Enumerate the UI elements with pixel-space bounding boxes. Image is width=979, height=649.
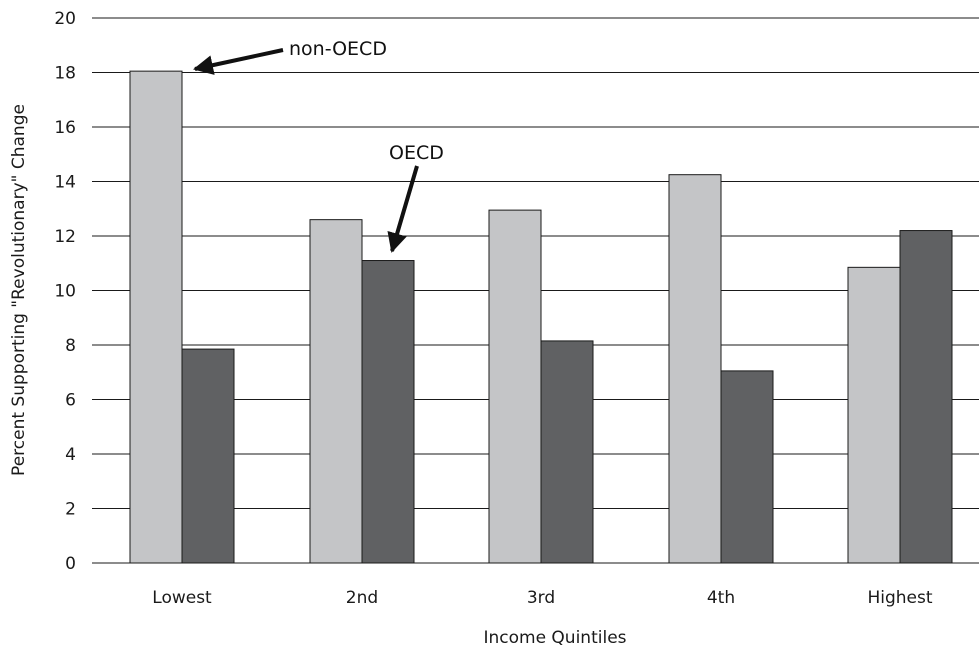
annotation-arrow-non-oecd [193, 48, 284, 75]
y-tick-label: 4 [65, 445, 76, 465]
bars [129, 70, 953, 564]
annotation-label-non-oecd: non-OECD [289, 38, 387, 60]
annotation-label-oecd: OECD [389, 142, 444, 164]
y-tick-label: 12 [54, 227, 76, 247]
bar-oecd-3rd [540, 340, 594, 564]
annotation-arrow-oecd [387, 165, 419, 253]
x-tick-label: 4th [707, 588, 735, 608]
bar-oecd-4th [720, 370, 774, 564]
bar-oecd-highest [899, 230, 953, 564]
y-tick-label: 20 [54, 9, 76, 29]
y-tick-label: 14 [54, 173, 76, 193]
y-tick-label: 16 [54, 118, 76, 138]
y-tick-label: 0 [65, 554, 76, 574]
y-tick-label: 18 [54, 64, 76, 84]
annotations: non-OECD OECD [193, 38, 444, 253]
y-tick-label: 10 [54, 282, 76, 302]
x-tick-label: Lowest [152, 588, 212, 608]
bar-non-oecd-lowest [129, 70, 183, 564]
bar-oecd-lowest [181, 348, 235, 564]
x-tick-label: Highest [867, 588, 932, 608]
bar-non-oecd-4th [668, 174, 722, 564]
y-axis-ticks: 0 2 4 6 8 10 12 14 16 18 20 [54, 9, 76, 574]
x-axis-ticks: Lowest 2nd 3rd 4th Highest [152, 588, 933, 608]
y-tick-label: 8 [65, 336, 76, 356]
bar-non-oecd-2nd [309, 219, 363, 564]
bar-non-oecd-3rd [488, 209, 542, 564]
x-tick-label: 2nd [346, 588, 378, 608]
x-axis-title: Income Quintiles [483, 628, 626, 648]
y-tick-label: 2 [65, 500, 76, 520]
y-tick-label: 6 [65, 391, 76, 411]
bar-oecd-2nd [361, 260, 415, 564]
bar-non-oecd-highest [847, 266, 901, 564]
y-axis-title: Percent Supporting "Revolutionary" Chang… [9, 104, 29, 476]
x-tick-label: 3rd [527, 588, 555, 608]
